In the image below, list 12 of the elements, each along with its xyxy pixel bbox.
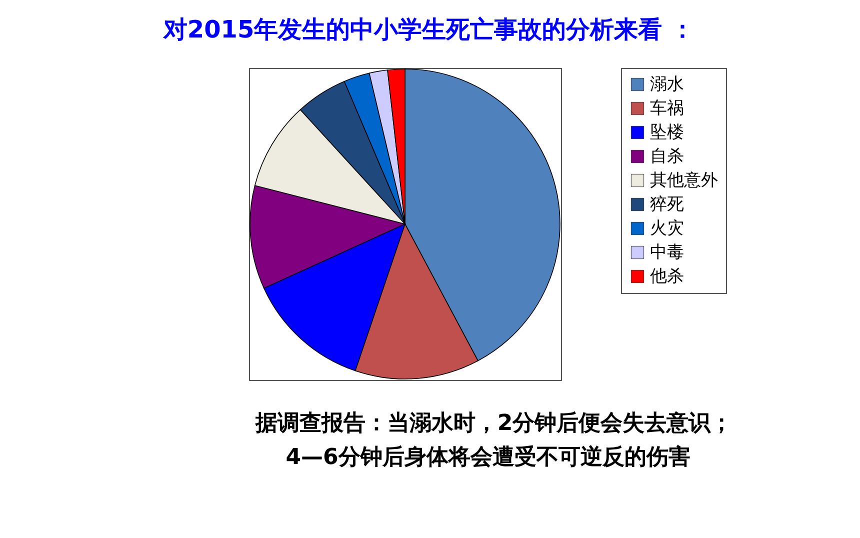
legend-label: 火灾: [650, 218, 684, 238]
legend-label: 中毒: [650, 242, 684, 262]
legend-label: 他杀: [650, 266, 684, 286]
legend-label: 溺水: [650, 74, 684, 94]
legend-label: 车祸: [650, 98, 684, 118]
legend-label: 自杀: [650, 146, 684, 166]
text: 据调查报告：当溺水时，2分钟后便会失去意识；: [254, 411, 733, 436]
chart-title: 对2015年发生的中小学生死亡事故的分析来看 ：: [162, 15, 695, 44]
legend-label: 其他意外: [650, 170, 718, 190]
legend-label: 坠楼: [650, 122, 684, 142]
legend-label: 猝死: [650, 194, 684, 214]
text: 4—6分钟后身体将会遭受不可逆反的伤害: [286, 444, 690, 470]
